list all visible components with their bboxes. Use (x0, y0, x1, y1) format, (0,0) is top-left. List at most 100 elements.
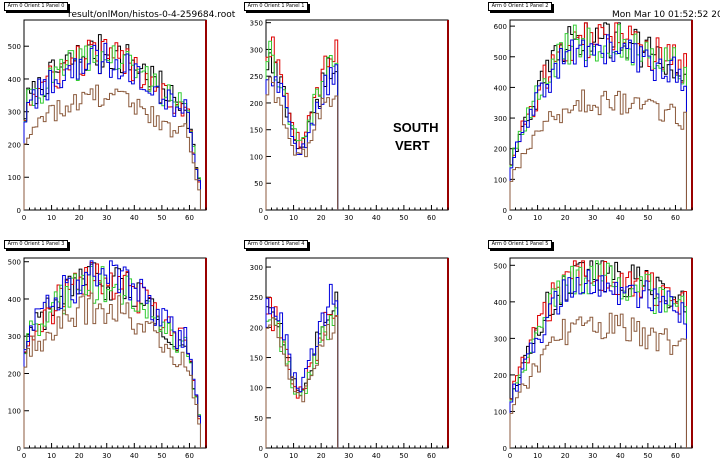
y-tick-label: 0 (17, 445, 21, 453)
series-brown (509, 312, 687, 448)
x-tick-label: 30 (588, 452, 597, 460)
y-tick-label: 500 (494, 262, 507, 270)
x-tick-label: 50 (157, 452, 166, 460)
y-tick-label: 300 (250, 264, 263, 272)
x-tick-label: 0 (264, 452, 268, 460)
x-tick-label: 10 (289, 452, 298, 460)
x-tick-label: 30 (344, 214, 353, 222)
y-tick-label: 400 (494, 84, 507, 92)
y-tick-label: 500 (494, 54, 507, 62)
x-tick-label: 30 (102, 214, 111, 222)
x-tick-label: 10 (47, 214, 56, 222)
series-brown (23, 84, 201, 210)
x-tick-label: 30 (588, 214, 597, 222)
y-tick-label: 0 (503, 445, 507, 453)
filename-label: result/onlMon/histos-0-4-259684.root (68, 10, 236, 20)
series-green (23, 265, 201, 448)
x-tick-label: 20 (561, 452, 570, 460)
series-blue (509, 269, 687, 448)
timestamp-label: Mon Mar 10 01:52:52 2008 (612, 10, 720, 20)
y-tick-label: 100 (494, 408, 507, 416)
series-blue (509, 34, 687, 210)
y-tick-label: 100 (494, 176, 507, 184)
y-tick-label: 300 (494, 335, 507, 343)
x-tick-label: 60 (671, 452, 680, 460)
y-tick-label: 200 (494, 146, 507, 154)
x-tick-label: 40 (372, 452, 381, 460)
plot-frame (265, 257, 449, 449)
series-brown (23, 292, 201, 448)
y-tick-label: 200 (8, 370, 21, 378)
x-tick-label: 50 (643, 452, 652, 460)
series-green (509, 260, 687, 448)
y-tick-label: 300 (494, 115, 507, 123)
arm-label: SOUTH (393, 120, 439, 135)
y-tick-label: 500 (8, 259, 21, 267)
orientation-label: VERT (395, 138, 430, 153)
y-tick-label: 50 (254, 415, 263, 423)
y-tick-label: 100 (250, 153, 263, 161)
x-tick-label: 0 (22, 452, 26, 460)
series-brown (265, 76, 339, 210)
x-tick-label: 0 (22, 214, 26, 222)
series-blue (265, 283, 339, 448)
x-tick-label: 50 (157, 214, 166, 222)
y-tick-label: 250 (250, 294, 263, 302)
y-tick-label: 200 (250, 324, 263, 332)
y-tick-label: 300 (8, 333, 21, 341)
histogram-panel-4: 0 50 100 150 200 250 300 0 10 20 30 40 50 60 (250, 257, 449, 460)
x-tick-label: 40 (130, 452, 139, 460)
y-tick-label: 300 (250, 46, 263, 54)
panel-0-title: Arm 0 Orient 1 Panel 0 (4, 2, 68, 11)
y-tick-label: 400 (494, 299, 507, 307)
x-tick-label: 20 (75, 452, 84, 460)
series-blue (23, 260, 201, 448)
x-tick-label: 30 (344, 452, 353, 460)
x-tick-label: 10 (533, 452, 542, 460)
x-tick-label: 50 (643, 214, 652, 222)
x-tick-label: 40 (616, 214, 625, 222)
x-tick-label: 20 (317, 452, 326, 460)
x-tick-label: 60 (427, 452, 436, 460)
series-red (509, 22, 687, 210)
series-red (509, 260, 687, 448)
x-tick-label: 10 (47, 452, 56, 460)
y-tick-label: 50 (254, 180, 263, 188)
histogram-panel-0: 0 100 200 300 400 500 0 10 20 30 40 50 60 (8, 19, 207, 222)
series-black (509, 22, 687, 210)
series-green (23, 45, 201, 210)
x-tick-label: 0 (508, 452, 512, 460)
panel-1-title: Arm 0 Orient 1 Panel 1 (244, 2, 308, 11)
histogram-panel-3: 0 100 200 300 400 500 0 10 20 30 40 50 60 (8, 257, 207, 460)
x-tick-label: 50 (399, 452, 408, 460)
x-tick-label: 10 (533, 214, 542, 222)
y-tick-label: 100 (8, 408, 21, 416)
x-tick-label: 50 (399, 214, 408, 222)
series-red (23, 39, 201, 210)
x-tick-label: 20 (75, 214, 84, 222)
y-tick-label: 0 (259, 207, 263, 215)
series-red (23, 261, 201, 448)
series-black (23, 34, 201, 210)
x-tick-label: 0 (264, 214, 268, 222)
y-tick-label: 400 (8, 296, 21, 304)
series-brown (509, 89, 687, 210)
y-tick-label: 0 (259, 445, 263, 453)
y-tick-label: 100 (8, 174, 21, 182)
x-tick-label: 60 (427, 214, 436, 222)
y-tick-label: 350 (250, 20, 263, 28)
series-blue (23, 42, 201, 210)
x-tick-label: 60 (671, 214, 680, 222)
y-tick-label: 600 (494, 23, 507, 31)
y-tick-label: 300 (8, 109, 21, 117)
panel-2-title: Arm 0 Orient 1 Panel 2 (488, 2, 552, 11)
x-tick-label: 40 (130, 214, 139, 222)
x-tick-label: 20 (317, 214, 326, 222)
x-tick-label: 20 (561, 214, 570, 222)
y-tick-label: 500 (8, 43, 21, 51)
series-green (509, 24, 687, 210)
plot-frame (265, 19, 449, 211)
y-tick-label: 250 (250, 73, 263, 81)
y-tick-label: 0 (503, 207, 507, 215)
series-brown (265, 314, 339, 448)
